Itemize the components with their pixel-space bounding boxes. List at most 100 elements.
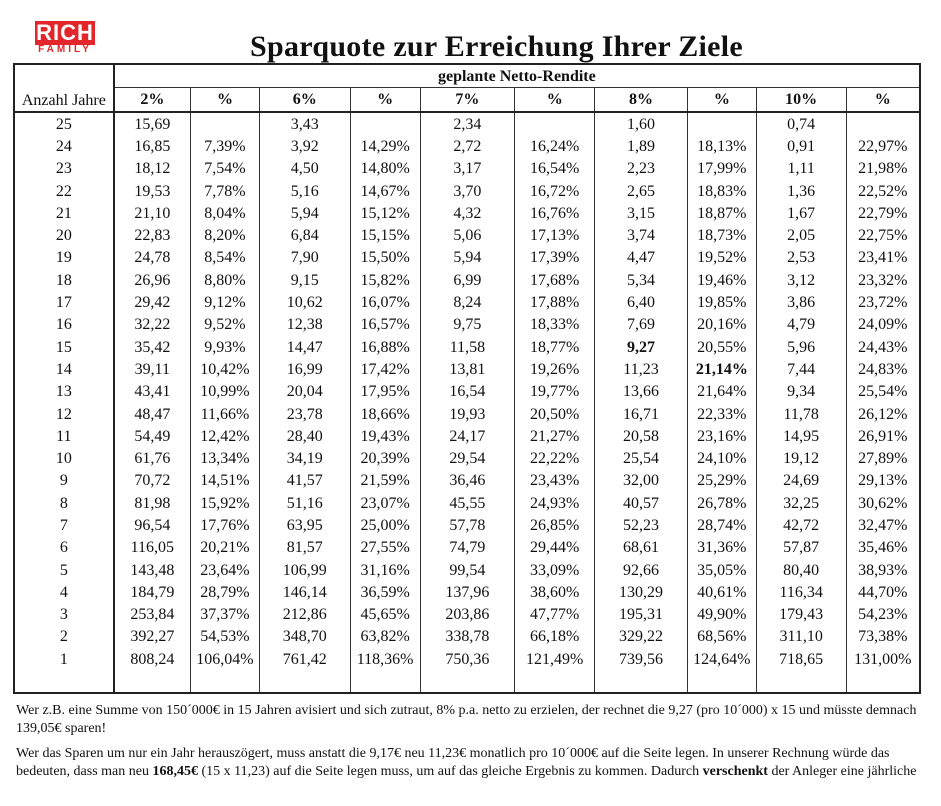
value-cell: 18,87% <box>686 202 757 225</box>
value-cell: 18,12 <box>113 157 191 180</box>
value-cell: 5,34 <box>594 269 688 292</box>
value-cell: 25,54 <box>594 447 688 470</box>
value-cell: 15,12% <box>349 202 421 225</box>
value-cell: 96,54 <box>113 514 191 537</box>
value-cell: 137,96 <box>419 581 516 604</box>
value-cell: 2,65 <box>594 179 688 203</box>
value-cell: 329,22 <box>594 625 688 649</box>
value-cell: 15,15% <box>349 224 421 247</box>
value-cell: 35,42 <box>113 335 191 359</box>
value-cell: 21,64% <box>686 380 757 403</box>
value-cell: 28,40 <box>258 425 351 448</box>
value-cell: 6,99 <box>419 269 516 292</box>
value-cell: 6,84 <box>258 224 351 247</box>
value-cell <box>349 112 421 136</box>
value-cell: 179,43 <box>755 603 847 626</box>
value-cell: 212,86 <box>258 603 351 626</box>
table-row: 17 29,42 9,12% 10,62 16,07% 8,24 17,88% 6,40 19,… <box>13 291 921 314</box>
years-cell: 8 <box>13 492 115 515</box>
value-cell: 42,72 <box>755 514 847 537</box>
empty-cell <box>419 670 516 694</box>
page-title: Sparquote zur Erreichung Ihrer Ziele <box>250 30 744 63</box>
value-cell: 17,95% <box>349 380 421 403</box>
value-cell: 17,99% <box>686 157 757 180</box>
value-cell: 348,70 <box>258 625 351 649</box>
value-cell: 20,50% <box>514 402 596 426</box>
empty-cell <box>113 670 191 694</box>
value-cell: 45,65% <box>349 603 421 626</box>
note-bold-amount: 168,45€ <box>152 764 198 779</box>
value-cell: 28,74% <box>686 514 757 537</box>
value-cell: 1,67 <box>755 202 847 225</box>
value-cell: 5,06 <box>419 224 516 247</box>
table-row: 1 808,24 106,04% 761,42 118,36% 750,36 121,49%… <box>13 648 921 671</box>
value-cell: 10,62 <box>258 291 351 314</box>
value-cell: 2,53 <box>755 246 847 270</box>
value-cell: 18,13% <box>686 135 757 158</box>
value-cell: 37,37% <box>190 603 260 626</box>
years-cell: 11 <box>13 425 115 448</box>
value-cell: 24,69 <box>755 469 847 493</box>
empty-cell <box>258 670 351 694</box>
value-cell: 92,66 <box>594 558 688 582</box>
value-cell: 35,46% <box>845 536 921 559</box>
value-cell: 17,88% <box>514 291 596 314</box>
empty-cell <box>755 670 847 694</box>
table-row: 11 54,49 12,42% 28,40 19,43% 24,17 21,27% 20,58… <box>13 425 921 448</box>
value-cell: 23,16% <box>686 425 757 448</box>
value-cell: 15,50% <box>349 246 421 270</box>
value-cell: 16,54% <box>514 157 596 180</box>
value-cell: 7,90 <box>258 246 351 270</box>
value-cell: 24,93% <box>514 492 596 515</box>
value-cell: 33,09% <box>514 558 596 582</box>
value-cell: 21,10 <box>113 202 191 225</box>
value-cell: 15,92% <box>190 492 260 515</box>
value-cell: 7,44 <box>755 358 847 381</box>
value-cell: 23,07% <box>349 492 421 515</box>
value-cell: 131,00% <box>845 648 921 671</box>
value-cell: 338,78 <box>419 625 516 649</box>
value-cell: 311,10 <box>755 625 847 649</box>
years-cell: 21 <box>13 202 115 225</box>
value-cell: 17,76% <box>190 514 260 537</box>
value-cell: 16,99 <box>258 358 351 381</box>
value-cell: 19,85% <box>686 291 757 314</box>
value-cell: 68,56% <box>686 625 757 649</box>
value-cell: 3,12 <box>755 269 847 292</box>
value-cell: 39,11 <box>113 358 191 381</box>
years-cell: 24 <box>13 135 115 158</box>
value-cell: 9,93% <box>190 335 260 359</box>
value-cell: 23,41% <box>845 246 921 270</box>
value-cell <box>686 112 757 136</box>
table-row: 21 21,10 8,04% 5,94 15,12% 4,32 16,76% 3,15 18,8… <box>13 202 921 225</box>
value-cell: 61,76 <box>113 447 191 470</box>
value-cell: 4,79 <box>755 313 847 336</box>
value-cell: 12,38 <box>258 313 351 336</box>
value-cell: 808,24 <box>113 648 191 671</box>
years-cell: 25 <box>13 112 115 136</box>
value-cell: 52,23 <box>594 514 688 537</box>
value-cell: 0,91 <box>755 135 847 158</box>
empty-row <box>13 670 921 694</box>
value-cell: 21,14% <box>686 358 757 381</box>
column-header: 8% <box>594 87 688 113</box>
table-row: 20 22,83 8,20% 6,84 15,15% 5,06 17,13% 3,74 18,7… <box>13 224 921 247</box>
value-cell: 8,04% <box>190 202 260 225</box>
table-row: 8 81,98 15,92% 51,16 23,07% 45,55 24,93% 40,57 2… <box>13 492 921 515</box>
value-cell: 130,29 <box>594 581 688 604</box>
value-cell: 14,51% <box>190 469 260 493</box>
years-cell: 7 <box>13 514 115 537</box>
value-cell: 32,25 <box>755 492 847 515</box>
years-cell: 14 <box>13 358 115 381</box>
table-row: 9 70,72 14,51% 41,57 21,59% 36,46 23,43% 32,00 2… <box>13 469 921 493</box>
value-cell: 21,27% <box>514 425 596 448</box>
years-cell: 9 <box>13 469 115 493</box>
value-cell: 17,42% <box>349 358 421 381</box>
value-cell: 22,83 <box>113 224 191 247</box>
value-cell: 29,42 <box>113 291 191 314</box>
value-cell: 27,89% <box>845 447 921 470</box>
value-cell: 48,47 <box>113 402 191 426</box>
value-cell: 1,89 <box>594 135 688 158</box>
value-cell: 116,34 <box>755 581 847 604</box>
value-cell: 5,94 <box>419 246 516 270</box>
